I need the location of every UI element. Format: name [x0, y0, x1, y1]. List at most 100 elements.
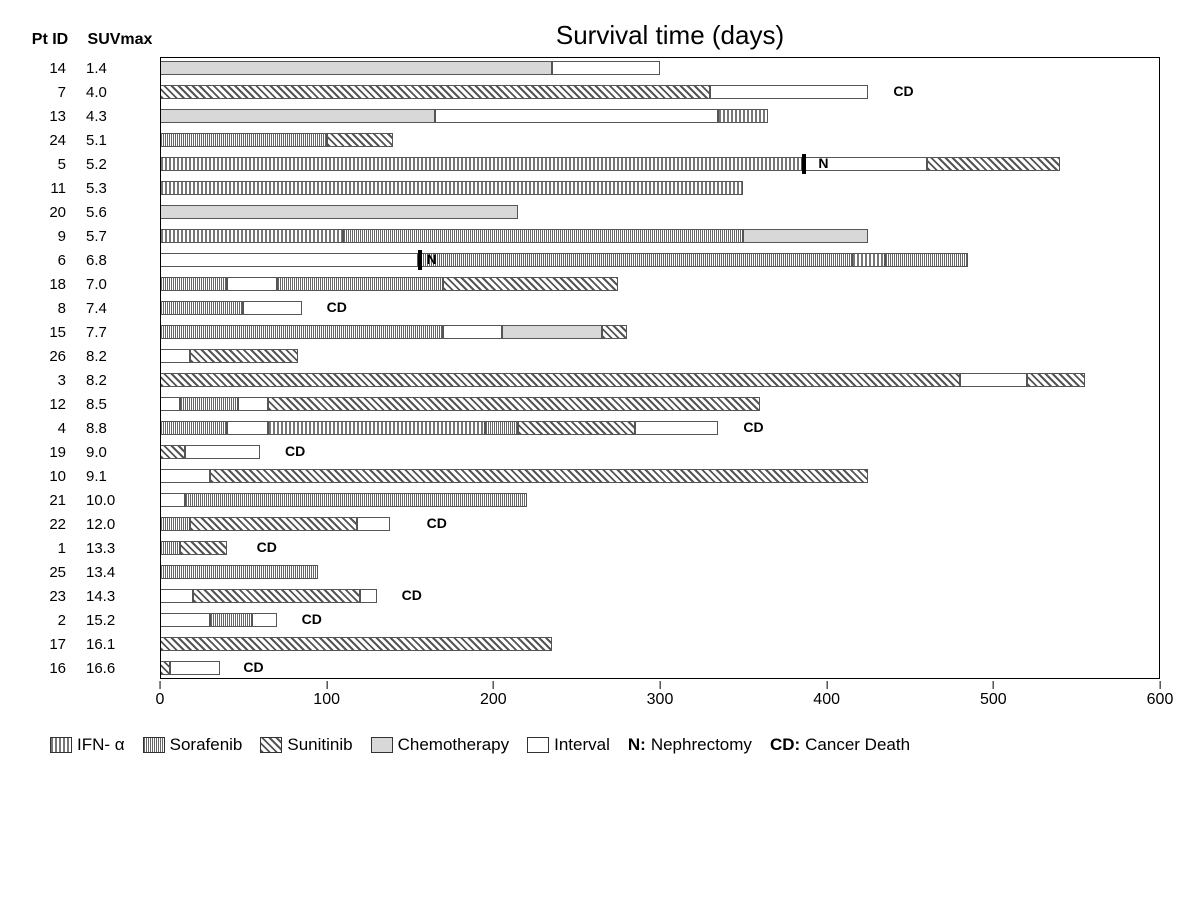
data-row: 205.6	[20, 201, 1180, 223]
legend-item-CD: CD:Cancer Death	[770, 735, 910, 755]
bar-lane	[160, 613, 277, 627]
legend-item-N: N:Nephrectomy	[628, 735, 752, 755]
suvmax-label: 7.7	[80, 324, 160, 341]
data-row: 109.1	[20, 465, 1180, 487]
bar-lane-container: CD	[160, 417, 1160, 439]
segment-int	[252, 613, 277, 627]
bar-lane-container: N	[160, 249, 1160, 271]
ptid-label: 9	[20, 228, 80, 245]
survival-timeline-chart: Pt ID SUVmax Survival time (days) 141.47…	[20, 20, 1180, 755]
data-row: 55.2N	[20, 153, 1180, 175]
data-row: 66.8N	[20, 249, 1180, 271]
bar-lane-container	[160, 201, 1160, 223]
bar-lane	[160, 85, 868, 99]
segment-int	[160, 589, 193, 603]
segment-ifn	[160, 181, 743, 195]
segment-sun	[602, 325, 627, 339]
segment-int	[435, 109, 718, 123]
legend-label: IFN- α	[77, 735, 125, 755]
ptid-label: 2	[20, 612, 80, 629]
cancer-death-label: CD	[427, 515, 447, 533]
data-row: 215.2CD	[20, 609, 1180, 631]
segment-int	[227, 421, 269, 435]
suvmax-label: 14.3	[80, 588, 160, 605]
ptid-label: 22	[20, 516, 80, 533]
legend-label: Interval	[554, 735, 610, 755]
bar-lane	[160, 445, 260, 459]
bar-lane	[160, 109, 768, 123]
data-row: 38.2	[20, 369, 1180, 391]
segment-sun	[1027, 373, 1085, 387]
segment-ifn	[718, 109, 768, 123]
ptid-label: 18	[20, 276, 80, 293]
segment-sor	[277, 277, 444, 291]
x-tick: 400	[813, 681, 840, 709]
nephrectomy-label: N	[818, 155, 828, 173]
bar-lane-container: CD	[160, 585, 1160, 607]
suvmax-label: 13.3	[80, 540, 160, 557]
suvmax-label: 8.5	[80, 396, 160, 413]
segment-sun	[160, 373, 960, 387]
col-header-suvmax: SUVmax	[80, 31, 160, 49]
segment-sun	[160, 445, 185, 459]
suvmax-label: 12.0	[80, 516, 160, 533]
segment-sun	[160, 637, 552, 651]
bar-lane-container	[160, 273, 1160, 295]
segment-ifn	[160, 157, 802, 171]
segment-sor	[160, 277, 227, 291]
segment-sun	[518, 421, 635, 435]
legend-label: Sunitinib	[287, 735, 352, 755]
plot-rows: 141.474.0CD134.3245.155.2N115.3205.695.7…	[20, 57, 1180, 679]
segment-sor	[418, 253, 851, 267]
segment-sun	[180, 541, 227, 555]
ptid-label: 4	[20, 420, 80, 437]
x-tick-label: 300	[647, 691, 674, 709]
data-row: 2513.4	[20, 561, 1180, 583]
data-row: 157.7	[20, 321, 1180, 343]
bar-lane	[160, 661, 220, 675]
header-row: Pt ID SUVmax Survival time (days)	[20, 20, 1180, 51]
bar-lane-container: CD	[160, 297, 1160, 319]
segment-int	[185, 445, 260, 459]
bar-lane-container	[160, 225, 1160, 247]
ptid-label: 26	[20, 348, 80, 365]
segment-sor	[485, 421, 518, 435]
segment-ifn	[852, 253, 885, 267]
data-row: 113.3CD	[20, 537, 1180, 559]
segment-sun	[327, 133, 394, 147]
bar-lane	[160, 301, 302, 315]
suvmax-label: 10.0	[80, 492, 160, 509]
ptid-label: 15	[20, 324, 80, 341]
ptid-label: 20	[20, 204, 80, 221]
suvmax-label: 15.2	[80, 612, 160, 629]
cancer-death-label: CD	[243, 659, 263, 677]
bar-lane-container	[160, 489, 1160, 511]
ptid-label: 10	[20, 468, 80, 485]
bar-lane-container	[160, 633, 1160, 655]
suvmax-label: 9.0	[80, 444, 160, 461]
suvmax-label: 8.2	[80, 372, 160, 389]
suvmax-label: 5.3	[80, 180, 160, 197]
bar-lane	[160, 349, 298, 363]
segment-sor	[885, 253, 968, 267]
x-tick-label: 600	[1147, 691, 1174, 709]
cancer-death-label: CD	[327, 299, 347, 317]
suvmax-label: 4.3	[80, 108, 160, 125]
bar-lane-container: CD	[160, 81, 1160, 103]
segment-sun	[443, 277, 618, 291]
bar-lane-container: N	[160, 153, 1160, 175]
segment-int	[443, 325, 501, 339]
ptid-label: 1	[20, 540, 80, 557]
bar-lane-container	[160, 177, 1160, 199]
nephrectomy-tick	[802, 154, 806, 174]
ptid-label: 17	[20, 636, 80, 653]
nephrectomy-label: N	[427, 251, 437, 269]
segment-chemo	[160, 109, 435, 123]
legend-swatch	[371, 737, 393, 753]
x-tick: 300	[647, 681, 674, 709]
segment-sun	[160, 661, 170, 675]
segment-int	[160, 253, 418, 267]
data-row: 2110.0	[20, 489, 1180, 511]
legend-swatch	[50, 737, 72, 753]
segment-ifn	[268, 421, 485, 435]
